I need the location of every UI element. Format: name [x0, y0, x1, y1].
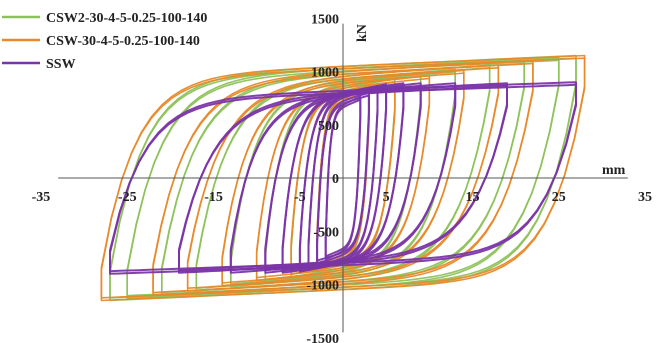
- hysteresis-loop: [324, 98, 362, 258]
- y-tick-label: -1000: [306, 279, 339, 294]
- hysteresis-loop: [316, 94, 370, 262]
- x-tick-label: 35: [638, 190, 652, 205]
- plot-area: [100, 54, 586, 302]
- hysteresis-loop: [152, 62, 534, 294]
- x-tick-label: 25: [552, 190, 566, 205]
- y-axis-title: kN: [355, 24, 370, 42]
- series-2: [109, 81, 577, 275]
- legend-label: SSW: [46, 57, 76, 72]
- y-tick-label: 1000: [311, 66, 339, 81]
- legend-label: CSW2-30-4-5-0.25-100-140: [46, 11, 207, 26]
- axes: -35 -25 -15 -5 5 15 25 35 1500 1000 500 0 -500 -1000…: [32, 12, 652, 343]
- y-tick-label: 0: [332, 172, 339, 187]
- y-tick-label: 1500: [311, 12, 339, 27]
- hysteresis-loop: [100, 57, 586, 299]
- x-tick-label: 5: [383, 190, 390, 205]
- hysteresis-loop: [109, 83, 577, 273]
- x-axis-title: mm: [602, 163, 626, 178]
- hysteresis-loop: [186, 67, 500, 289]
- y-tick-label: -1500: [306, 332, 339, 343]
- y-tick-labels: 1500 1000 500 0 -500 -1000 -1500: [306, 12, 339, 343]
- x-tick-label: -25: [118, 190, 137, 205]
- y-tick-label: -500: [313, 225, 339, 240]
- legend-label: CSW-30-4-5-0.25-100-140: [46, 34, 200, 49]
- x-tick-labels: -35 -25 -15 -5 5 15 25 35: [32, 190, 652, 205]
- x-tick-label: -5: [294, 190, 306, 205]
- y-tick-label: 500: [318, 119, 339, 134]
- legend: CSW2-30-4-5-0.25-100-140 CSW-30-4-5-0.25-…: [2, 11, 207, 72]
- x-tick-label: 15: [465, 190, 479, 205]
- x-tick-label: -15: [204, 190, 223, 205]
- x-tick-label: -35: [32, 190, 51, 205]
